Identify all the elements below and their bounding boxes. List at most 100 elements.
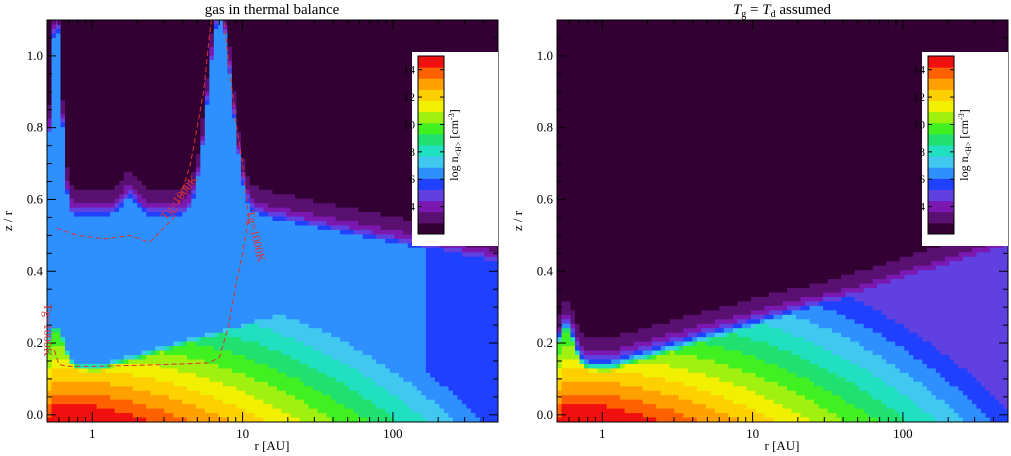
heatmap-cell (96, 154, 102, 160)
heatmap-cell (74, 283, 80, 289)
heatmap-cell (155, 229, 161, 235)
heatmap-cell (231, 60, 238, 66)
heatmap-cell (150, 337, 156, 343)
heatmap-cell (105, 113, 111, 119)
heatmap-cell (218, 243, 224, 249)
heatmap-cell (119, 238, 125, 244)
heatmap-cell (195, 229, 201, 235)
heatmap-cell (200, 20, 206, 26)
heatmap-cell (83, 28, 89, 34)
heatmap-cell (186, 60, 192, 66)
heatmap-cell (272, 127, 278, 133)
heatmap-cell (209, 229, 215, 235)
heatmap-cell (245, 100, 251, 106)
heatmap-cell (119, 225, 125, 231)
heatmap-cell (254, 171, 260, 177)
heatmap-cell (168, 238, 174, 244)
heatmap-cell (141, 136, 147, 142)
heatmap-cell (195, 69, 201, 75)
heatmap-cell (83, 198, 89, 204)
heatmap-cell (277, 283, 283, 289)
heatmap-cell (47, 283, 53, 289)
heatmap-cell (254, 261, 260, 267)
heatmap-cell (209, 189, 215, 195)
heatmap-cell (173, 37, 179, 43)
heatmap-cell (141, 64, 147, 70)
heatmap-cell (213, 136, 219, 142)
heatmap-cell (213, 332, 219, 338)
heatmap-cell (60, 203, 66, 209)
heatmap-cell (218, 252, 224, 258)
heatmap-cell (290, 73, 296, 79)
heatmap-cell (110, 158, 116, 164)
heatmap-cell (105, 417, 111, 422)
heatmap-cell (191, 158, 197, 164)
heatmap-cell (155, 60, 161, 66)
heatmap-cell (137, 314, 143, 320)
heatmap-cell (155, 131, 161, 137)
heatmap-cell (258, 310, 265, 316)
heatmap-cell (204, 100, 210, 106)
heatmap-cell (195, 270, 201, 276)
heatmap-cell (101, 372, 107, 378)
heatmap-cell (267, 185, 274, 191)
heatmap-cell (263, 46, 269, 52)
heatmap-cell (231, 140, 238, 146)
heatmap-cell (204, 301, 210, 307)
heatmap-cell (159, 91, 165, 97)
heatmap-cell (101, 55, 107, 61)
heatmap-cell (204, 288, 210, 294)
heatmap-cell (74, 256, 80, 262)
heatmap-cell (227, 363, 233, 369)
heatmap-cell (141, 350, 147, 356)
heatmap-cell (267, 243, 274, 249)
heatmap-cell (272, 46, 278, 52)
heatmap-cell (231, 194, 238, 200)
heatmap-cell (69, 194, 75, 200)
heatmap-cell (231, 42, 238, 48)
heatmap-cell (110, 46, 116, 52)
heatmap-cell (105, 203, 111, 209)
heatmap-cell (141, 145, 147, 151)
heatmap-cell (277, 109, 283, 115)
heatmap-cell (51, 368, 57, 374)
heatmap-cell (240, 247, 247, 253)
heatmap-cell (272, 386, 278, 392)
heatmap-cell (78, 136, 84, 142)
heatmap-cell (227, 381, 233, 387)
heatmap-cell (200, 82, 206, 88)
heatmap-cell (245, 413, 251, 419)
heatmap-cell (146, 64, 152, 70)
heatmap-cell (168, 355, 174, 361)
heatmap-cell (227, 413, 233, 419)
heatmap-cell (60, 261, 66, 267)
heatmap-cell (236, 91, 242, 97)
heatmap-cell (195, 341, 201, 347)
heatmap-cell (227, 171, 233, 177)
heatmap-cell (168, 87, 174, 93)
heatmap-cell (295, 109, 301, 115)
heatmap-cell (168, 185, 174, 191)
heatmap-cell (281, 355, 287, 361)
heatmap-cell (47, 408, 53, 414)
heatmap-cell (277, 270, 283, 276)
heatmap-cell (186, 247, 192, 253)
heatmap-cell (69, 346, 75, 352)
heatmap-cell (231, 73, 238, 79)
heatmap-cell (65, 140, 71, 146)
heatmap-cell (60, 279, 66, 285)
heatmap-cell (231, 145, 238, 151)
heatmap-cell (227, 301, 233, 307)
heatmap-cell (218, 37, 224, 43)
heatmap-cell (128, 104, 134, 110)
heatmap-cell (254, 158, 260, 164)
heatmap-cell (281, 341, 287, 347)
heatmap-cell (123, 274, 129, 280)
heatmap-cell (83, 162, 89, 168)
heatmap-cell (191, 127, 197, 133)
heatmap-cell (105, 51, 111, 57)
heatmap-cell (105, 158, 111, 164)
heatmap-cell (83, 314, 89, 320)
heatmap-cell (267, 87, 274, 93)
heatmap-cell (119, 363, 125, 369)
